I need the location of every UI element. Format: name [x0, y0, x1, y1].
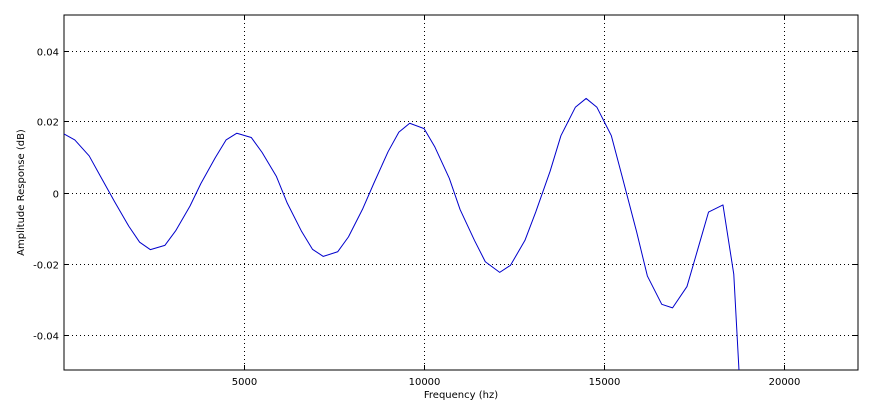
tick-marks	[64, 15, 858, 370]
y-axis-label: Amplitude Response (dB)	[16, 129, 27, 256]
x-tick-label: 10000	[409, 377, 441, 388]
series-layer	[64, 97, 740, 370]
x-tick-label: 20000	[769, 377, 801, 388]
y-tick-label: -0.04	[33, 332, 59, 343]
series-line	[64, 97, 740, 370]
x-tick-labels: 5000 10000 15000 20000	[232, 377, 801, 388]
plot-frame	[63, 14, 859, 371]
y-tick-label: 0.02	[37, 118, 59, 129]
y-tick-label: 0	[53, 190, 59, 201]
y-tick-label: 0.04	[37, 48, 59, 59]
x-axis-label: Frequency (hz)	[424, 390, 498, 401]
x-tick-label: 15000	[589, 377, 621, 388]
y-tick-labels: 0.04 0.02 0 -0.02 -0.04	[33, 48, 59, 343]
plot-area	[63, 14, 859, 371]
x-tick-label: 5000	[232, 377, 257, 388]
y-tick-label: -0.02	[33, 261, 59, 272]
